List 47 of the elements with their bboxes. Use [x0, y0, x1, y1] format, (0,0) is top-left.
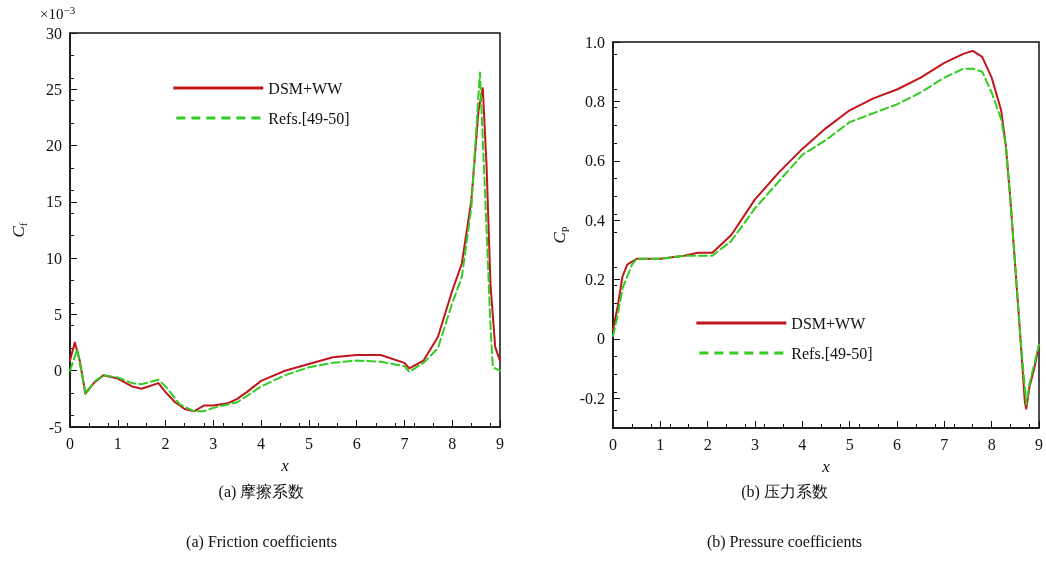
x-tick-label: 9: [496, 434, 504, 452]
y-tick-label: 25: [46, 80, 62, 98]
y-tick-label: 0.4: [585, 211, 605, 229]
y-tick-label: -0.2: [579, 389, 605, 407]
x-tick-label: 5: [845, 435, 854, 453]
y-tick-label: 0.8: [585, 92, 605, 110]
y-tick-label: 0.2: [585, 271, 605, 289]
x-tick-label: 5: [304, 434, 313, 452]
y-tick-label: 15: [46, 193, 62, 211]
y-tick-label: -5: [48, 418, 62, 436]
legend-label: DSM+WW: [791, 314, 867, 332]
y-tick-label: 10: [46, 249, 62, 267]
y-tick-label: 30: [46, 24, 62, 42]
x-tick-label: 4: [257, 434, 266, 452]
y-axis-title: Cp: [549, 226, 570, 244]
y-tick-label: 0: [597, 330, 605, 348]
y-axis-title: Cf: [9, 222, 29, 238]
y-tick-label: 0: [54, 362, 62, 380]
x-tick-label: 9: [1035, 435, 1043, 453]
x-tick-label: 4: [798, 435, 807, 453]
x-axis-title: x: [821, 457, 831, 476]
text: (b) Pressure coefficients: [706, 532, 863, 551]
x-tick-label: 6: [893, 435, 901, 453]
legend-label: Refs.[49-50]: [791, 344, 873, 362]
x-tick-label: 0: [609, 435, 617, 453]
text: (a) Friction coefficients: [186, 532, 337, 551]
legend-label: Refs.[49-50]: [268, 109, 350, 127]
y-tick-label: 5: [54, 305, 62, 323]
y-tick-label: 1.0: [585, 33, 605, 51]
x-tick-label: 6: [352, 434, 361, 452]
text: (b) 压力系数: [741, 482, 828, 501]
x-tick-label: 2: [161, 434, 170, 452]
x-tick-label: 2: [703, 435, 712, 453]
legend-label: DSM+WW: [268, 79, 344, 97]
x-axis-title: x: [280, 456, 290, 475]
x-tick-label: 1: [656, 435, 665, 453]
y-tick-label: 20: [46, 137, 62, 155]
x-tick-label: 7: [940, 435, 949, 453]
x-tick-label: 0: [66, 434, 74, 452]
text: (a) 摩擦系数: [218, 482, 305, 501]
x-tick-label: 8: [987, 435, 996, 453]
x-tick-label: 1: [113, 434, 122, 452]
x-tick-label: 7: [400, 434, 409, 452]
x-tick-label: 3: [209, 434, 218, 452]
x-tick-label: 8: [448, 434, 457, 452]
y-tick-label: 0.6: [585, 152, 605, 170]
x-tick-label: 3: [751, 435, 759, 453]
